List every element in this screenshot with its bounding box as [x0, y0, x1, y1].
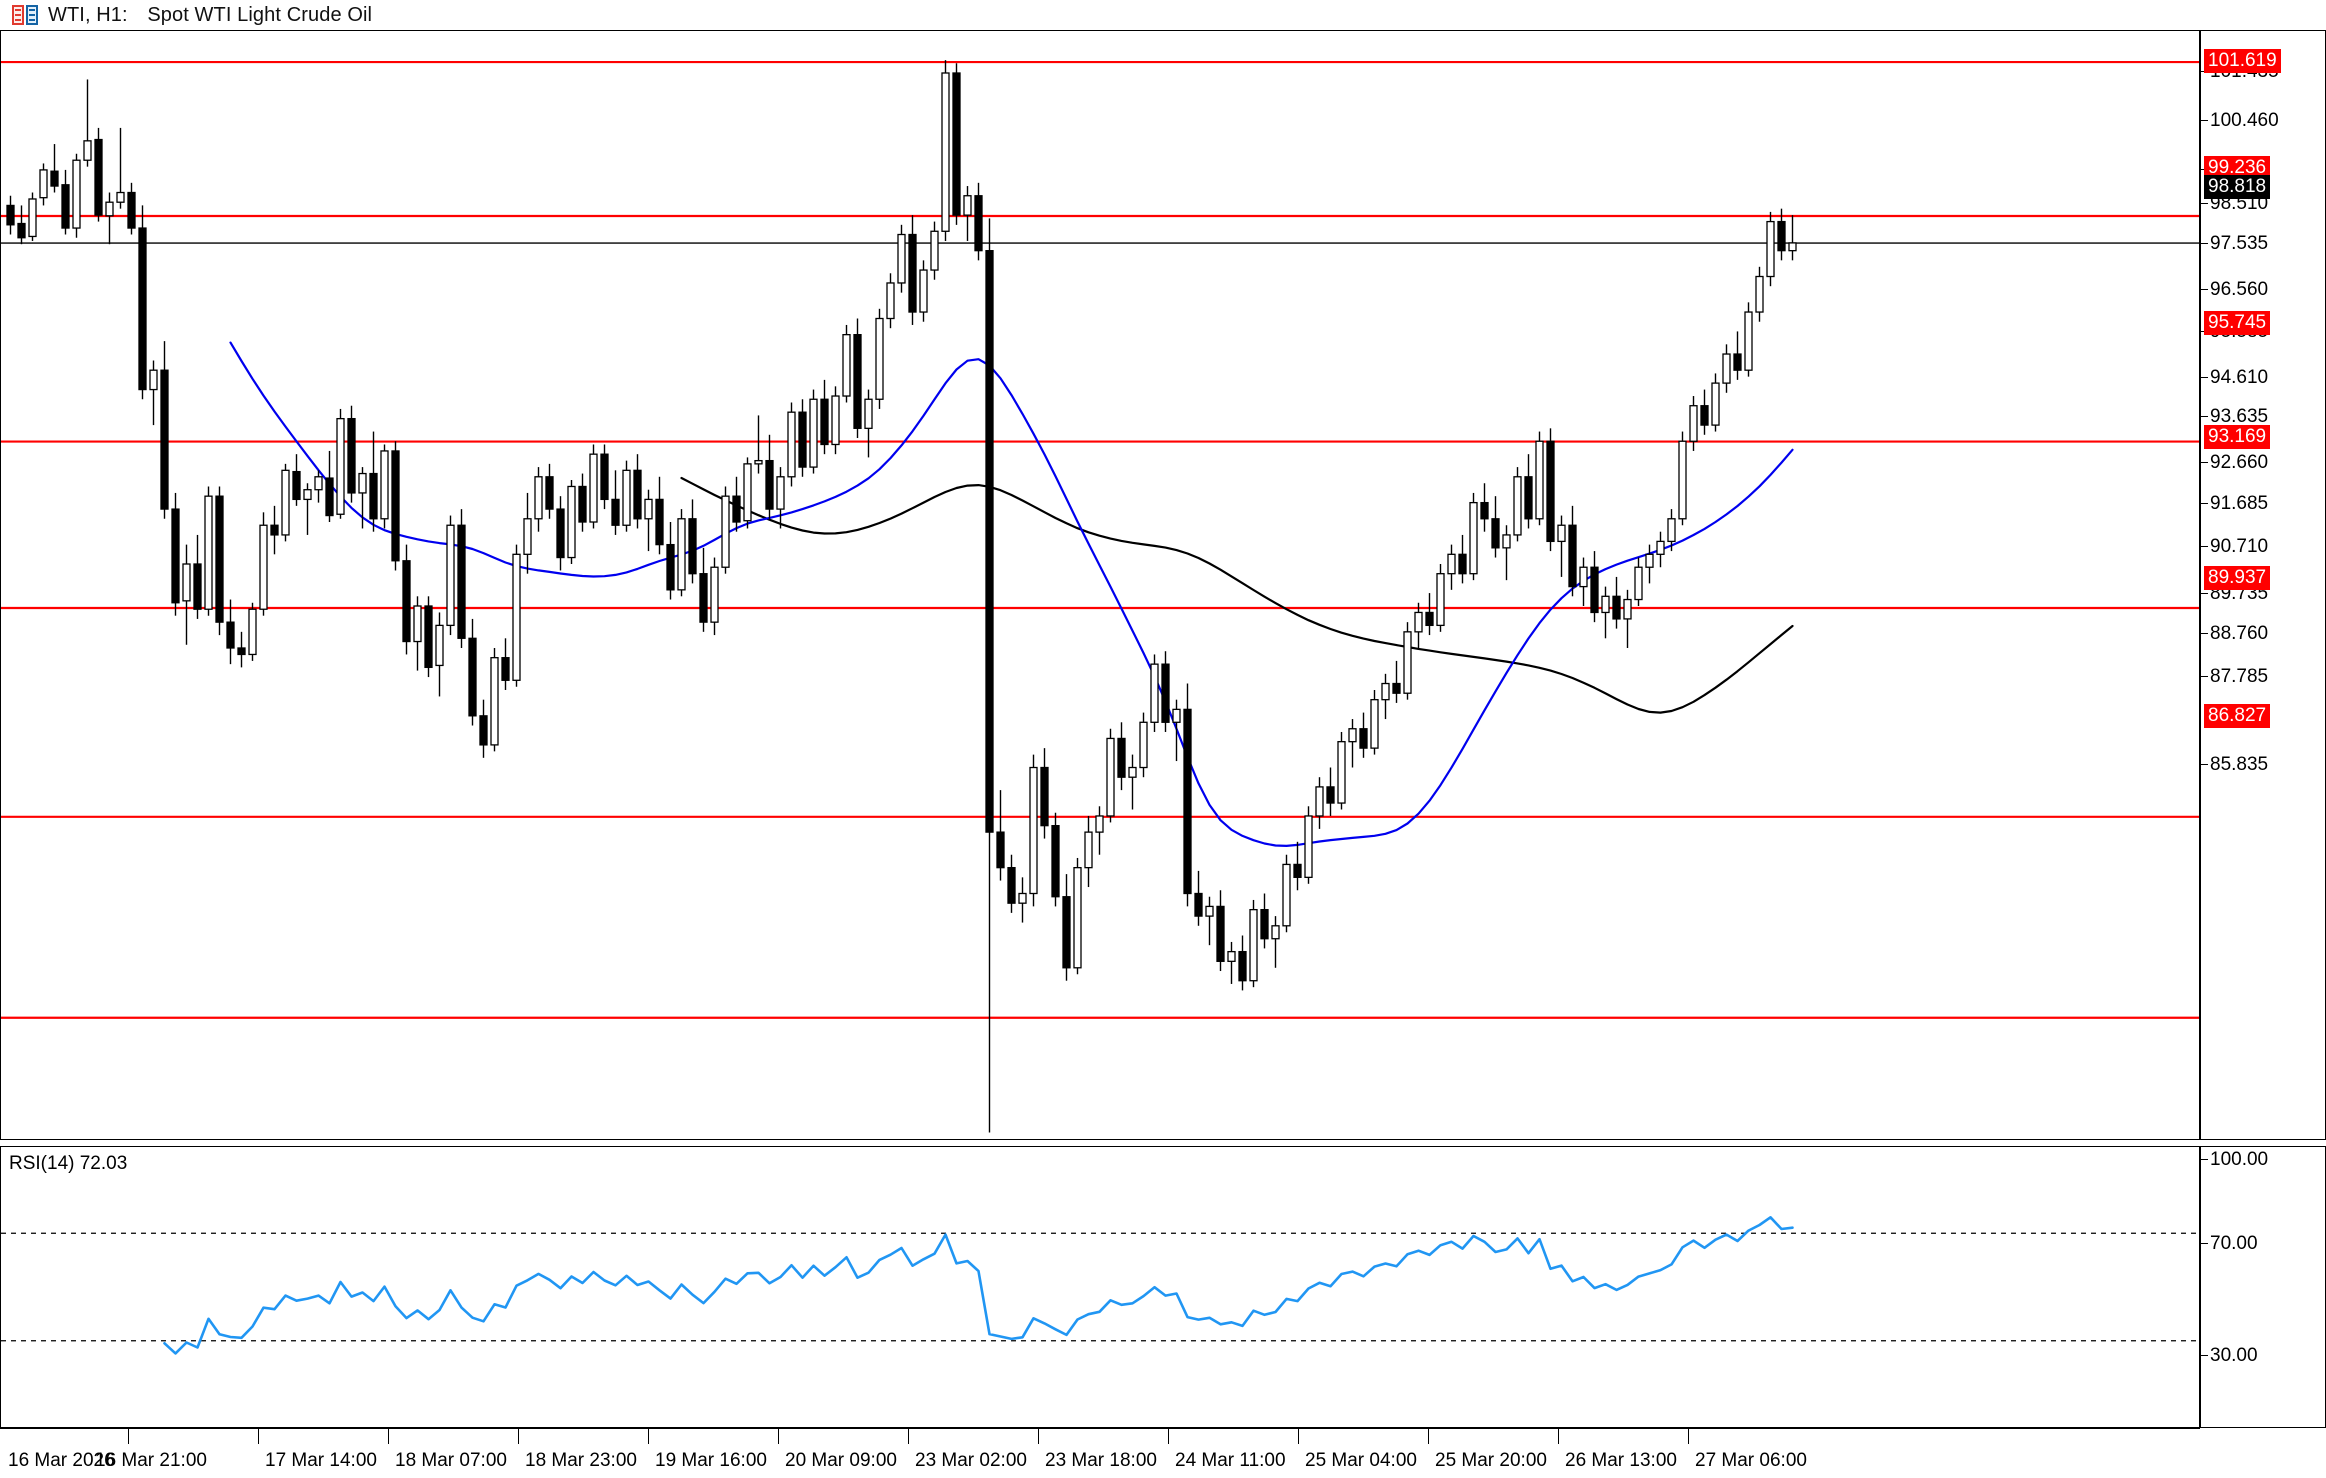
- price-axis-tick: [2201, 676, 2208, 677]
- price-axis-tick: [2201, 462, 2208, 463]
- price-plot: [1, 60, 2199, 1133]
- time-axis-label: 26 Mar 13:00: [1565, 1450, 1677, 1471]
- price-axis-tick: [2201, 289, 2208, 290]
- price-axis-tick: [2201, 120, 2208, 121]
- price-level-badge[interactable]: 101.619: [2204, 49, 2281, 73]
- rsi-axis-label: 70.00: [2210, 1233, 2258, 1254]
- time-axis-label: 23 Mar 02:00: [915, 1450, 1027, 1471]
- time-axis-label: 23 Mar 18:00: [1045, 1450, 1157, 1471]
- chart-instrument-description: Spot WTI Light Crude Oil: [147, 3, 373, 26]
- price-axis-tick: [2201, 593, 2208, 594]
- rsi-axis-label: 30.00: [2210, 1345, 2258, 1366]
- price-level-badge[interactable]: 86.827: [2204, 704, 2271, 728]
- price-axis-label: 85.835: [2210, 754, 2269, 775]
- time-axis-tick: [778, 1428, 779, 1444]
- price-axis-tick: [2201, 416, 2208, 417]
- time-axis-label: 24 Mar 11:00: [1175, 1450, 1286, 1471]
- time-axis-tick: [258, 1428, 259, 1444]
- candlestick-series: [6, 60, 1797, 1133]
- price-axis-label: 87.785: [2210, 666, 2269, 687]
- time-axis-label: 16 Mar 2026: [8, 1450, 115, 1471]
- price-level-badge[interactable]: 89.937: [2204, 566, 2271, 590]
- price-axis-tick: [2201, 243, 2208, 244]
- price-level-badge[interactable]: 93.169: [2204, 425, 2271, 449]
- price-chart-panel[interactable]: [0, 30, 2200, 1140]
- rsi-indicator-label: RSI(14) 72.03: [9, 1153, 128, 1174]
- price-axis-label: 90.710: [2210, 536, 2269, 557]
- chart-symbol-timeframe: WTI, H1:: [48, 3, 128, 26]
- time-axis-tick: [1038, 1428, 1039, 1444]
- time-axis-label: 19 Mar 16:00: [655, 1450, 767, 1471]
- price-axis-tick: [2201, 203, 2208, 204]
- price-axis-tick: [2201, 377, 2208, 378]
- time-axis-tick: [1298, 1428, 1299, 1444]
- rsi-line: [163, 1216, 1794, 1355]
- current-price-badge[interactable]: 98.818: [2204, 175, 2271, 199]
- moving-average-slow-line: [680, 476, 1794, 714]
- price-axis-label: 93.635: [2210, 406, 2269, 427]
- rsi-axis-label: 100.00: [2210, 1149, 2269, 1170]
- price-axis-tick: [2201, 764, 2208, 765]
- price-axis-label: 94.610: [2210, 367, 2269, 388]
- time-axis-tick: [1688, 1428, 1689, 1444]
- price-axis-tick: [2201, 503, 2208, 504]
- time-axis-label: 18 Mar 23:00: [525, 1450, 637, 1471]
- price-level-badge[interactable]: 95.745: [2204, 311, 2271, 335]
- price-axis[interactable]: 101.435100.46099.48598.51097.53596.56095…: [2200, 30, 2326, 1140]
- price-axis-label: 97.535: [2210, 233, 2269, 254]
- time-axis-tick: [388, 1428, 389, 1444]
- time-axis-tick: [1168, 1428, 1169, 1444]
- time-axis-label: 25 Mar 04:00: [1305, 1450, 1417, 1471]
- time-axis: 16 Mar 2026 16 Mar 21:00 17 Mar 14:00 18 Ma…: [0, 1428, 2326, 1478]
- price-axis-label: 100.460: [2210, 110, 2279, 131]
- time-axis-line: [0, 1428, 2200, 1429]
- time-axis-tick: [518, 1428, 519, 1444]
- time-axis-tick: [1558, 1428, 1559, 1444]
- price-axis-label: 92.660: [2210, 452, 2269, 473]
- time-axis-tick: [128, 1428, 129, 1444]
- page-title: WTI, H1: Spot WTI Light Crude Oil: [48, 4, 372, 27]
- price-axis-label: 96.560: [2210, 279, 2269, 300]
- price-axis-label: 88.760: [2210, 623, 2269, 644]
- chart-title-bar: WTI, H1: Spot WTI Light Crude Oil: [0, 0, 2326, 30]
- time-axis-label: 16 Mar 21:00: [95, 1450, 207, 1471]
- price-axis-tick: [2201, 633, 2208, 634]
- price-axis-tick: [2201, 546, 2208, 547]
- moving-average-fast-line: [229, 341, 1794, 847]
- time-axis-label: 25 Mar 20:00: [1435, 1450, 1547, 1471]
- rsi-axis-tick: [2201, 1243, 2208, 1244]
- rsi-axis-tick: [2201, 1159, 2208, 1160]
- time-axis-label: 17 Mar 14:00: [265, 1450, 377, 1471]
- rsi-plot: [1, 1216, 2199, 1355]
- time-axis-tick: [908, 1428, 909, 1444]
- chart-book-icon: [12, 5, 38, 25]
- time-axis-tick: [1428, 1428, 1429, 1444]
- time-axis-tick: [648, 1428, 649, 1444]
- time-axis-label: 18 Mar 07:00: [395, 1450, 507, 1471]
- time-axis-label: 27 Mar 06:00: [1695, 1450, 1807, 1471]
- rsi-chart-panel[interactable]: RSI(14) 72.03: [0, 1146, 2200, 1428]
- rsi-axis-tick: [2201, 1355, 2208, 1356]
- price-axis-label: 91.685: [2210, 493, 2269, 514]
- time-axis-label: 20 Mar 09:00: [785, 1450, 897, 1471]
